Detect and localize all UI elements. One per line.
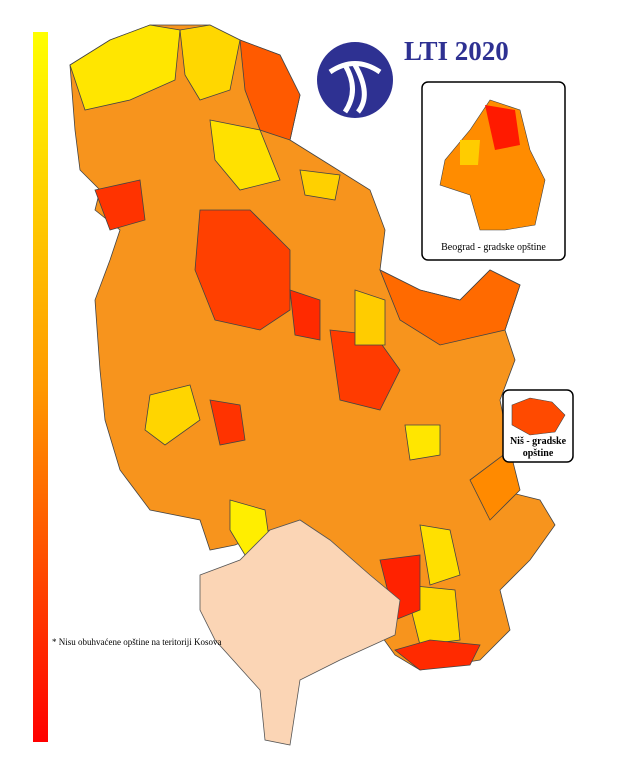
title: LTI 2020	[404, 36, 509, 66]
inset-label: Niš - gradske opštine	[509, 436, 567, 459]
logo-swirl	[328, 61, 382, 114]
inset-map	[439, 99, 546, 231]
kosovo	[199, 519, 401, 746]
logo	[317, 42, 393, 118]
color-scale	[33, 32, 48, 742]
municipalities	[69, 24, 556, 746]
inset-label: Beograd - gradske opštine	[441, 242, 546, 253]
inset-map	[511, 397, 566, 436]
footnote: * Nisu obuhvaćene opštine na teritoriji …	[52, 637, 222, 647]
inset-district	[460, 140, 480, 165]
inset-district	[485, 105, 520, 150]
